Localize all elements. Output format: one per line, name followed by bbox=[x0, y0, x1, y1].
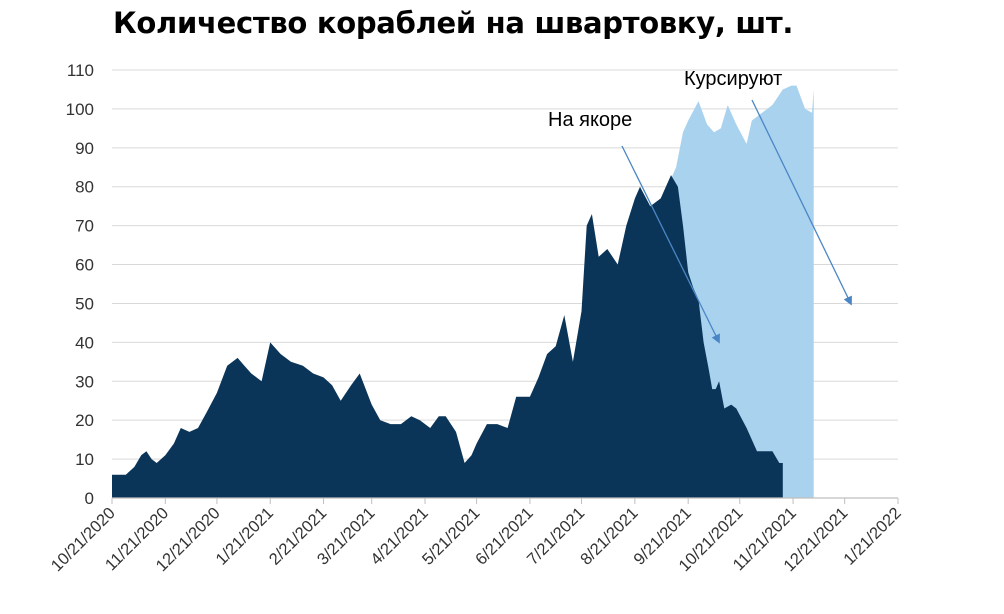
chart-title: Количество кораблей на швартовку, шт. bbox=[113, 6, 794, 40]
x-tick-label: 1/21/2021 bbox=[212, 504, 277, 569]
y-tick-label: 0 bbox=[85, 489, 94, 508]
y-tick-label: 110 bbox=[67, 61, 94, 80]
y-tick-label: 60 bbox=[75, 256, 94, 275]
annotation-arrow-at-anchor bbox=[621, 145, 720, 344]
y-tick-label: 30 bbox=[75, 372, 94, 391]
y-tick-label: 20 bbox=[75, 411, 94, 430]
x-tick-label: 1/21/2022 bbox=[840, 504, 905, 569]
y-tick-label: 80 bbox=[75, 178, 94, 197]
y-tick-label: 40 bbox=[75, 333, 94, 352]
series-areas bbox=[112, 85, 814, 498]
y-tick-label: 10 bbox=[75, 450, 94, 469]
annotation-cruising: Курсируют bbox=[684, 68, 782, 90]
area-series-at-anchor bbox=[112, 175, 783, 498]
y-tick-label: 90 bbox=[75, 139, 94, 158]
y-tick-label: 50 bbox=[75, 294, 94, 313]
y-tick-label: 70 bbox=[75, 217, 94, 236]
annotation-at-anchor: На якоре bbox=[548, 109, 632, 131]
annotation-arrow-cruising bbox=[751, 99, 852, 306]
y-tick-label: 100 bbox=[66, 100, 94, 119]
annotations: На якоре Курсируют bbox=[548, 68, 852, 344]
